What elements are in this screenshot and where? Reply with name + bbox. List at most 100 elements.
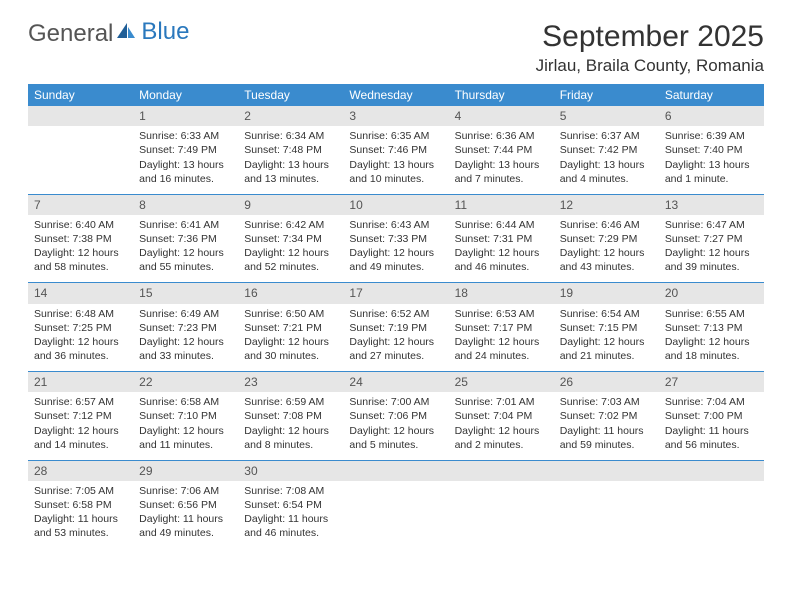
day-cell: Sunrise: 7:05 AMSunset: 6:58 PMDaylight:… — [28, 481, 133, 549]
sunrise-text: Sunrise: 6:50 AM — [244, 307, 337, 321]
day-cell: Sunrise: 6:37 AMSunset: 7:42 PMDaylight:… — [554, 126, 659, 194]
sunset-text: Sunset: 7:00 PM — [665, 409, 758, 423]
day-number-row: 21222324252627 — [28, 372, 764, 393]
day-cell: Sunrise: 6:49 AMSunset: 7:23 PMDaylight:… — [133, 304, 238, 372]
sunset-text: Sunset: 7:19 PM — [349, 321, 442, 335]
sunrise-text: Sunrise: 6:53 AM — [455, 307, 548, 321]
day-cell — [554, 481, 659, 549]
sunrise-text: Sunrise: 6:40 AM — [34, 218, 127, 232]
day-cell: Sunrise: 6:55 AMSunset: 7:13 PMDaylight:… — [659, 304, 764, 372]
sunset-text: Sunset: 7:27 PM — [665, 232, 758, 246]
day-number: 29 — [133, 460, 238, 481]
daylight-text: Daylight: 11 hours and 56 minutes. — [665, 424, 758, 452]
day-cell: Sunrise: 7:03 AMSunset: 7:02 PMDaylight:… — [554, 392, 659, 460]
daylight-text: Daylight: 13 hours and 1 minute. — [665, 158, 758, 186]
day-cell: Sunrise: 6:39 AMSunset: 7:40 PMDaylight:… — [659, 126, 764, 194]
daylight-text: Daylight: 12 hours and 39 minutes. — [665, 246, 758, 274]
sunrise-text: Sunrise: 6:43 AM — [349, 218, 442, 232]
sunset-text: Sunset: 7:06 PM — [349, 409, 442, 423]
day-cell: Sunrise: 6:43 AMSunset: 7:33 PMDaylight:… — [343, 215, 448, 283]
day-number — [449, 460, 554, 481]
daylight-text: Daylight: 12 hours and 24 minutes. — [455, 335, 548, 363]
day-number: 16 — [238, 283, 343, 304]
weekday-header-row: Sunday Monday Tuesday Wednesday Thursday… — [28, 84, 764, 106]
sunset-text: Sunset: 7:33 PM — [349, 232, 442, 246]
sunset-text: Sunset: 7:17 PM — [455, 321, 548, 335]
day-number: 28 — [28, 460, 133, 481]
day-cell: Sunrise: 7:08 AMSunset: 6:54 PMDaylight:… — [238, 481, 343, 549]
day-content-row: Sunrise: 6:33 AMSunset: 7:49 PMDaylight:… — [28, 126, 764, 194]
day-cell: Sunrise: 6:50 AMSunset: 7:21 PMDaylight:… — [238, 304, 343, 372]
day-number: 21 — [28, 372, 133, 393]
sunrise-text: Sunrise: 7:03 AM — [560, 395, 653, 409]
day-cell: Sunrise: 6:52 AMSunset: 7:19 PMDaylight:… — [343, 304, 448, 372]
sunrise-text: Sunrise: 6:59 AM — [244, 395, 337, 409]
day-cell: Sunrise: 6:36 AMSunset: 7:44 PMDaylight:… — [449, 126, 554, 194]
weekday-header: Saturday — [659, 84, 764, 106]
sunrise-text: Sunrise: 7:05 AM — [34, 484, 127, 498]
sunset-text: Sunset: 6:58 PM — [34, 498, 127, 512]
day-cell: Sunrise: 6:54 AMSunset: 7:15 PMDaylight:… — [554, 304, 659, 372]
sunrise-text: Sunrise: 6:55 AM — [665, 307, 758, 321]
day-cell — [343, 481, 448, 549]
sunrise-text: Sunrise: 6:54 AM — [560, 307, 653, 321]
sunset-text: Sunset: 7:12 PM — [34, 409, 127, 423]
brand-part1: General — [28, 20, 113, 48]
daylight-text: Daylight: 11 hours and 59 minutes. — [560, 424, 653, 452]
sunrise-text: Sunrise: 6:34 AM — [244, 129, 337, 143]
day-cell — [659, 481, 764, 549]
sunset-text: Sunset: 7:31 PM — [455, 232, 548, 246]
day-cell: Sunrise: 6:34 AMSunset: 7:48 PMDaylight:… — [238, 126, 343, 194]
day-number: 7 — [28, 194, 133, 215]
daylight-text: Daylight: 12 hours and 27 minutes. — [349, 335, 442, 363]
month-title: September 2025 — [536, 20, 764, 54]
day-number — [659, 460, 764, 481]
day-number: 9 — [238, 194, 343, 215]
day-cell: Sunrise: 6:41 AMSunset: 7:36 PMDaylight:… — [133, 215, 238, 283]
day-number: 27 — [659, 372, 764, 393]
weekday-header: Wednesday — [343, 84, 448, 106]
sunset-text: Sunset: 7:44 PM — [455, 143, 548, 157]
day-content-row: Sunrise: 6:40 AMSunset: 7:38 PMDaylight:… — [28, 215, 764, 283]
day-number: 6 — [659, 106, 764, 126]
weekday-header: Sunday — [28, 84, 133, 106]
sunrise-text: Sunrise: 6:44 AM — [455, 218, 548, 232]
daylight-text: Daylight: 13 hours and 10 minutes. — [349, 158, 442, 186]
sunset-text: Sunset: 6:54 PM — [244, 498, 337, 512]
sunset-text: Sunset: 7:48 PM — [244, 143, 337, 157]
sunset-text: Sunset: 7:15 PM — [560, 321, 653, 335]
daylight-text: Daylight: 12 hours and 5 minutes. — [349, 424, 442, 452]
weekday-header: Friday — [554, 84, 659, 106]
sunset-text: Sunset: 7:40 PM — [665, 143, 758, 157]
day-content-row: Sunrise: 6:48 AMSunset: 7:25 PMDaylight:… — [28, 304, 764, 372]
sunrise-text: Sunrise: 7:01 AM — [455, 395, 548, 409]
daylight-text: Daylight: 11 hours and 46 minutes. — [244, 512, 337, 540]
calendar-page: General Blue September 2025 Jirlau, Brai… — [0, 0, 792, 559]
sunset-text: Sunset: 7:36 PM — [139, 232, 232, 246]
sunrise-text: Sunrise: 7:06 AM — [139, 484, 232, 498]
sunrise-text: Sunrise: 7:00 AM — [349, 395, 442, 409]
day-number-row: 282930 — [28, 460, 764, 481]
sunrise-text: Sunrise: 6:39 AM — [665, 129, 758, 143]
daylight-text: Daylight: 12 hours and 11 minutes. — [139, 424, 232, 452]
day-cell: Sunrise: 7:01 AMSunset: 7:04 PMDaylight:… — [449, 392, 554, 460]
day-number — [343, 460, 448, 481]
daylight-text: Daylight: 12 hours and 49 minutes. — [349, 246, 442, 274]
day-cell — [449, 481, 554, 549]
day-cell: Sunrise: 6:35 AMSunset: 7:46 PMDaylight:… — [343, 126, 448, 194]
sunset-text: Sunset: 7:10 PM — [139, 409, 232, 423]
day-cell: Sunrise: 6:59 AMSunset: 7:08 PMDaylight:… — [238, 392, 343, 460]
sunrise-text: Sunrise: 6:42 AM — [244, 218, 337, 232]
daylight-text: Daylight: 12 hours and 33 minutes. — [139, 335, 232, 363]
day-cell — [28, 126, 133, 194]
daylight-text: Daylight: 11 hours and 53 minutes. — [34, 512, 127, 540]
day-content-row: Sunrise: 6:57 AMSunset: 7:12 PMDaylight:… — [28, 392, 764, 460]
title-block: September 2025 Jirlau, Braila County, Ro… — [536, 20, 764, 76]
day-cell: Sunrise: 7:06 AMSunset: 6:56 PMDaylight:… — [133, 481, 238, 549]
day-number: 30 — [238, 460, 343, 481]
sunset-text: Sunset: 7:29 PM — [560, 232, 653, 246]
daylight-text: Daylight: 13 hours and 4 minutes. — [560, 158, 653, 186]
day-number: 24 — [343, 372, 448, 393]
sunset-text: Sunset: 7:02 PM — [560, 409, 653, 423]
day-number: 26 — [554, 372, 659, 393]
